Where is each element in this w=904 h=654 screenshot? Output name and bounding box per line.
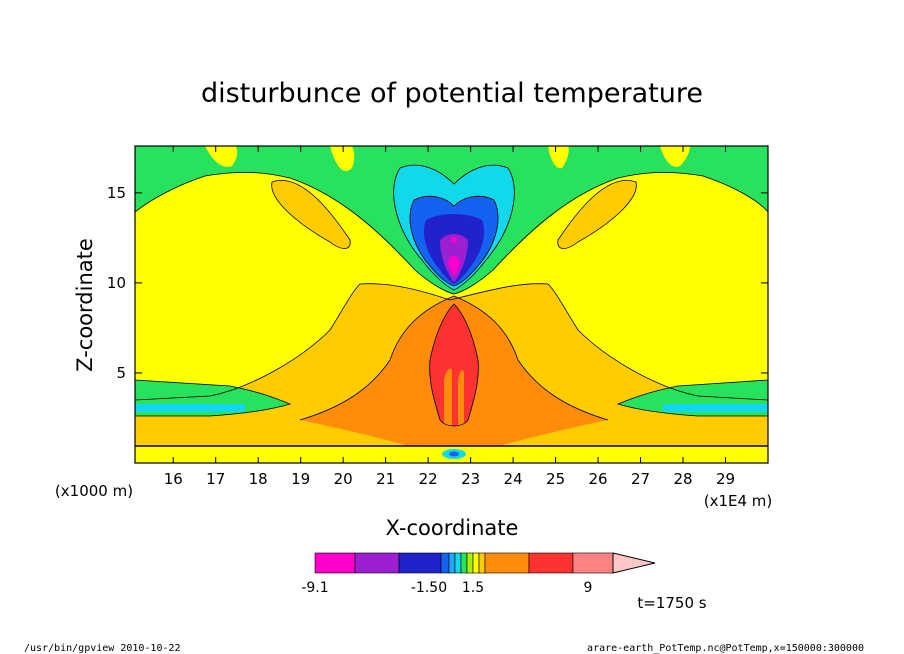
x-tick-label: 18 [249,470,268,488]
contour-yellow-pocket-3 [548,146,569,169]
x-axis-ticks: 16 17 18 19 20 21 22 23 24 25 26 27 28 29 [164,146,735,488]
footer-left: /usr/bin/gpview 2010-10-22 [24,643,181,654]
colorbar-tick-label: -1.50 [411,580,447,596]
contour-red-core [429,304,479,426]
x-tick-label: 25 [546,470,565,488]
contour-yellow-pocket-1 [205,146,238,167]
colorbar-swatch [354,552,400,574]
colorbar-swatch [572,552,614,574]
x-tick-label: 22 [419,470,438,488]
colorbar-swatch [398,552,442,574]
colorbar-swatch [478,552,486,574]
x-tick-label: 16 [164,470,183,488]
contour-yellow-pocket-2 [330,146,355,172]
plot-frame [134,145,769,464]
x-units: (x1E4 m) [704,492,773,510]
y-axis-ticks: 5 10 15 [107,184,768,382]
x-tick-label: 21 [376,470,395,488]
colorbar-swatch [448,552,456,574]
contour-magenta-core [448,256,460,276]
y-tick-label: 15 [107,184,126,202]
colorbar-swatch [454,552,462,574]
chart-title: disturbunce of potential temperature [201,78,703,109]
x-tick-label: 20 [334,470,353,488]
contour-stripe-2 [458,370,464,430]
x-tick-label: 28 [673,470,692,488]
colorbar-swatch [484,552,530,574]
footer-right: arare-earth_PotTemp.nc@PotTemp,x=150000:… [587,643,864,654]
colorbar-ticks: -9.1 -1.50 1.5 9 [301,580,592,596]
colorbar-swatch [466,552,474,574]
colorbar-tick-label: 9 [584,580,593,596]
y-axis-label: Z-coordinate [73,238,97,372]
x-tick-label: 27 [631,470,650,488]
x-tick-label: 19 [291,470,310,488]
colorbar-tick-label: 1.5 [462,580,484,596]
contour-orange-lobe-left [271,180,351,249]
contour-orange-lobe-right [557,180,637,249]
contour-stripe-1 [444,368,452,430]
contour-blue-blob [449,451,459,457]
contour-field [135,146,768,463]
y-units: (x1000 m) [55,482,133,500]
colorbar-arrow [612,552,656,574]
y-tick-label: 5 [116,364,126,382]
contour-magenta-dot [451,237,457,243]
x-tick-label: 26 [589,470,608,488]
colorbar-swatch [314,552,356,574]
contour-cyan-band-left [135,404,245,412]
colorbar-swatch [440,552,450,574]
colorbar-swatch [472,552,480,574]
contour-yellow-pocket-4 [660,146,690,167]
colorbar-swatch [528,552,574,574]
contour-cyan-band-right [663,404,768,412]
x-tick-label: 24 [504,470,523,488]
x-tick-label: 29 [716,470,735,488]
colorbar-tick-label: -9.1 [301,580,328,596]
colorbar-swatch [460,552,468,574]
x-tick-label: 23 [461,470,480,488]
time-label: t=1750 s [637,594,706,612]
y-tick-label: 10 [107,274,126,292]
x-tick-label: 17 [206,470,225,488]
colorbar [314,552,656,574]
x-axis-label: X-coordinate [386,516,519,540]
